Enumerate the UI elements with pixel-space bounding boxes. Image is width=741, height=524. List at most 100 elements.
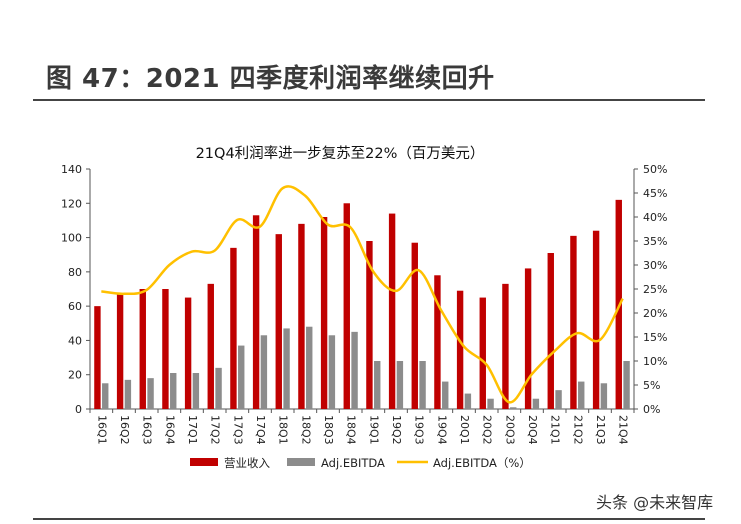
- ebitda-series: [102, 326, 630, 409]
- right-tick-label: 45%: [643, 187, 667, 200]
- ebitda-bar: [328, 335, 336, 409]
- right-tick-label: 30%: [643, 259, 667, 272]
- revenue-bar: [139, 289, 146, 409]
- x-tick-label: 19Q4: [435, 415, 448, 445]
- ebitda-bar: [238, 345, 245, 409]
- left-tick-label: 80: [68, 266, 82, 279]
- revenue-bar: [116, 294, 124, 409]
- left-tick-label: 20: [68, 369, 82, 382]
- left-axis: 0 20 40 60 80 100 120 140: [61, 163, 91, 416]
- margin-series: [101, 185, 624, 404]
- right-tick-label: 5%: [643, 379, 660, 392]
- revenue-bar: [570, 235, 577, 409]
- x-tick-label: 18Q2: [299, 415, 312, 445]
- right-tick-label: 50%: [643, 163, 667, 176]
- legend-label-ebitda: Adj.EBITDA: [321, 456, 385, 470]
- right-tick-label: 40%: [643, 211, 667, 224]
- legend-swatch-ebitda: [287, 458, 315, 466]
- revenue-bar: [207, 283, 214, 409]
- right-tick-label: 0%: [643, 403, 660, 416]
- ebitda-bar: [374, 361, 381, 409]
- ebitda-bar: [464, 393, 472, 409]
- watermark: 头条 @未来智库: [590, 488, 720, 515]
- revenue-bar: [366, 241, 373, 409]
- right-tick-label: 35%: [643, 235, 667, 248]
- x-tick-label: 16Q4: [163, 415, 176, 445]
- revenue-bar: [592, 230, 600, 409]
- revenue-bar: [547, 253, 554, 409]
- x-tick-label: 19Q1: [367, 415, 380, 445]
- right-tick-label: 15%: [643, 331, 667, 344]
- ebitda-bar: [306, 326, 313, 409]
- ebitda-bar: [351, 331, 358, 409]
- revenue-bar: [275, 234, 282, 409]
- left-tick-label: 40: [68, 334, 82, 347]
- ebitda-bar: [578, 381, 585, 409]
- right-tick-label: 10%: [643, 355, 667, 368]
- x-tick-label: 18Q4: [345, 415, 358, 445]
- x-tick-label: 16Q1: [95, 415, 108, 445]
- ebitda-bar: [442, 381, 449, 409]
- x-tick-label: 17Q2: [209, 415, 222, 445]
- ebitda-bar: [147, 378, 154, 409]
- ebitda-bar: [124, 379, 132, 409]
- x-tick-label: 21Q1: [549, 415, 562, 445]
- revenue-bar: [94, 306, 101, 409]
- ebitda-bar: [215, 367, 222, 409]
- ebitda-bar: [260, 335, 268, 409]
- bottom-divider: [33, 518, 705, 520]
- x-tick-label: 18Q3: [322, 415, 335, 445]
- left-tick-label: 140: [61, 163, 82, 176]
- ebitda-bar: [419, 361, 426, 409]
- legend-swatch-revenue: [190, 458, 218, 466]
- revenue-bar: [434, 275, 441, 409]
- x-axis: 16Q1 16Q2 16Q3 16Q4 17Q1 17Q2 17Q3 17Q4 18Q1 18Q2…: [89, 408, 635, 445]
- left-tick-label: 60: [68, 300, 82, 313]
- revenue-bar: [162, 289, 169, 409]
- legend-label-margin: Adj.EBITDA（%）: [433, 456, 531, 470]
- revenue-bar: [388, 213, 396, 409]
- x-tick-label: 19Q3: [413, 415, 426, 445]
- x-tick-label: 17Q1: [186, 415, 199, 445]
- left-tick-label: 100: [61, 232, 82, 245]
- legend-label-revenue: 营业收入: [224, 456, 270, 470]
- ebitda-bar: [555, 390, 562, 409]
- revenue-bar: [524, 268, 532, 409]
- x-tick-label: 16Q2: [118, 415, 131, 445]
- ebitda-bar: [623, 361, 630, 409]
- x-tick-label: 21Q3: [594, 415, 607, 445]
- x-tick-label: 17Q3: [231, 415, 244, 445]
- margin-line-path: [101, 185, 624, 404]
- x-tick-label: 19Q2: [390, 415, 403, 445]
- ebitda-bar: [532, 398, 540, 409]
- top-divider: [33, 99, 705, 101]
- revenue-bar: [456, 290, 464, 409]
- revenue-bar: [479, 297, 486, 409]
- revenue-bar: [184, 297, 192, 409]
- revenue-bar: [252, 215, 260, 409]
- revenue-bar: [320, 217, 328, 409]
- right-axis: 0% 5% 10% 15% 20% 25% 30% 35% 40% 45% 50%: [633, 163, 667, 416]
- x-tick-label: 16Q3: [141, 415, 154, 445]
- figure-title: 图 47：2021 四季度利润率继续回升: [46, 64, 495, 94]
- right-tick-label: 25%: [643, 283, 667, 296]
- x-tick-label: 20Q2: [481, 415, 494, 445]
- chart-title: 21Q4利润率进一步复苏至22%（百万美元）: [196, 144, 485, 162]
- x-tick-label: 20Q3: [503, 415, 516, 445]
- revenue-bar: [343, 203, 350, 409]
- left-tick-label: 120: [61, 197, 82, 210]
- ebitda-bar: [102, 383, 109, 409]
- x-tick-label: 21Q4: [617, 415, 630, 445]
- right-tick-label: 20%: [643, 307, 667, 320]
- x-tick-label: 20Q1: [458, 415, 471, 445]
- ebitda-bar: [510, 407, 517, 409]
- x-tick-label: 21Q2: [571, 415, 584, 445]
- ebitda-bar: [283, 328, 290, 409]
- ebitda-bar: [396, 361, 404, 409]
- revenue-bar: [502, 283, 509, 409]
- x-tick-label: 20Q4: [526, 415, 539, 445]
- revenue-bar: [230, 247, 237, 409]
- revenue-bar: [298, 223, 305, 409]
- ebitda-bar: [170, 373, 177, 409]
